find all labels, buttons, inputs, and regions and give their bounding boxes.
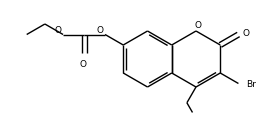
Text: O: O [79, 60, 87, 69]
Text: O: O [243, 29, 250, 38]
Text: O: O [97, 26, 103, 35]
Text: O: O [194, 20, 201, 29]
Text: Br: Br [247, 80, 256, 89]
Text: O: O [55, 26, 62, 35]
